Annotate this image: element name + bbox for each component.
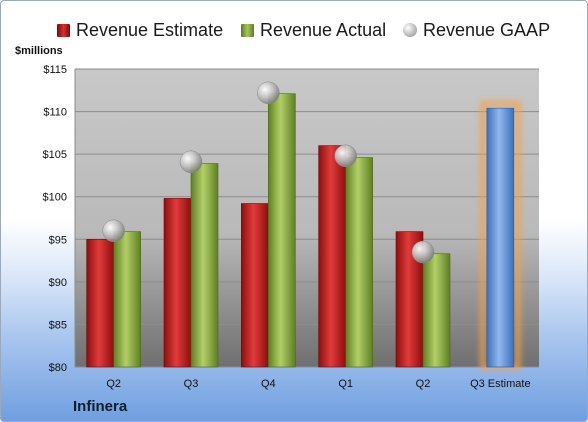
y-tick-label: $100 xyxy=(43,192,67,204)
y-tick-label: $85 xyxy=(49,319,67,331)
bar-revenue-estimate-projected xyxy=(486,107,515,368)
y-tick-label: $95 xyxy=(49,234,67,246)
bar-revenue-estimate xyxy=(318,145,346,368)
x-tick-label: Q3 xyxy=(184,378,199,390)
marker-revenue-gaap xyxy=(179,150,203,174)
legend-swatch-revenue-gaap xyxy=(403,23,417,37)
legend-label-revenue-actual: Revenue Actual xyxy=(260,19,387,40)
company-name: Infinera xyxy=(73,398,128,415)
legend-item-revenue-actual: Revenue Actual xyxy=(241,15,386,45)
legend-label-revenue-estimate: Revenue Estimate xyxy=(76,19,224,40)
marker-revenue-gaap xyxy=(411,240,435,264)
y-tick-label: $80 xyxy=(49,362,67,374)
bar-revenue-estimate xyxy=(163,198,192,368)
legend-item-revenue-gaap: Revenue GAAP xyxy=(403,15,550,45)
legend-item-revenue-estimate: Revenue Estimate xyxy=(57,15,223,45)
marker-revenue-gaap xyxy=(334,144,357,168)
bar-revenue-actual xyxy=(113,231,141,368)
y-tick-label: $115 xyxy=(43,64,67,76)
x-tick-label: Q4 xyxy=(261,378,276,390)
y-tick-label: $90 xyxy=(49,277,67,289)
legend: Revenue Estimate Revenue Actual Revenue … xyxy=(1,15,587,45)
y-axis-label: $millions xyxy=(15,45,63,57)
bar-revenue-estimate xyxy=(86,238,114,368)
legend-swatch-revenue-estimate xyxy=(57,23,70,37)
bar-revenue-actual xyxy=(422,253,451,368)
x-tick-label: Q2 xyxy=(106,378,121,390)
x-tick-label: Q1 xyxy=(338,378,353,390)
bar-revenue-actual xyxy=(190,163,219,368)
x-tick-label: Q3 Estimate xyxy=(470,378,531,390)
bar-revenue-estimate xyxy=(241,203,269,368)
y-tick-label: $110 xyxy=(43,107,67,119)
x-tick-label: Q2 xyxy=(416,378,431,390)
marker-revenue-gaap xyxy=(102,219,125,243)
legend-swatch-revenue-actual xyxy=(241,23,254,37)
bar-revenue-actual xyxy=(268,93,296,368)
legend-label-revenue-gaap: Revenue GAAP xyxy=(423,19,551,40)
bar-revenue-actual xyxy=(345,157,373,368)
plot-area xyxy=(75,69,539,367)
y-tick-label: $105 xyxy=(43,149,67,161)
marker-revenue-gaap xyxy=(257,81,280,105)
